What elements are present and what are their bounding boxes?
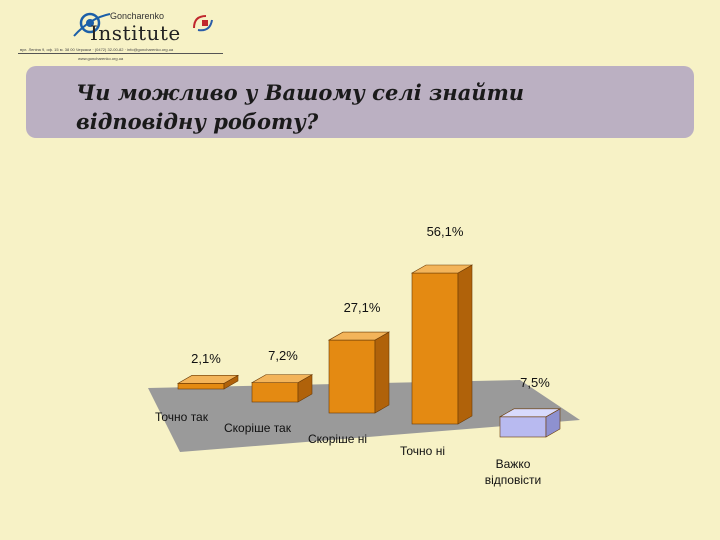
brand-top-text: Goncharenko — [110, 11, 165, 21]
bar-1 — [176, 374, 240, 390]
category-label-3: Скоріше ні — [308, 432, 367, 446]
category-label-4: Точно ні — [400, 444, 445, 458]
category-label-2: Скоріше так — [224, 421, 292, 435]
header-divider — [18, 53, 223, 54]
value-label-1: 2,1% — [191, 351, 221, 366]
value-label-3: 27,1% — [344, 300, 381, 315]
title-panel: Чи можливо у Вашому селі знайти відповід… — [26, 66, 694, 138]
value-label-5: 7,5% — [520, 375, 550, 390]
bar-4 — [410, 264, 474, 425]
slide-title: Чи можливо у Вашому селі знайти відповід… — [76, 80, 525, 134]
partner-logo-icon — [193, 15, 213, 32]
eye-logo-icon — [73, 12, 111, 37]
address-text: вул. Леніна 9, оф. 15 м. 38 00 Черкаси ·… — [20, 47, 174, 52]
category-label-1: Точно так — [155, 410, 209, 424]
value-label-2: 7,2% — [268, 348, 298, 363]
bar-3 — [327, 331, 391, 414]
website-text: www.goncharenko.org.ua — [78, 56, 124, 61]
category-label-5: Важко відповісти — [485, 457, 541, 487]
brand-name: Institute — [90, 21, 181, 45]
bar-2 — [250, 374, 314, 403]
bar-5 — [498, 408, 562, 438]
value-label-4: 56,1% — [427, 224, 464, 239]
